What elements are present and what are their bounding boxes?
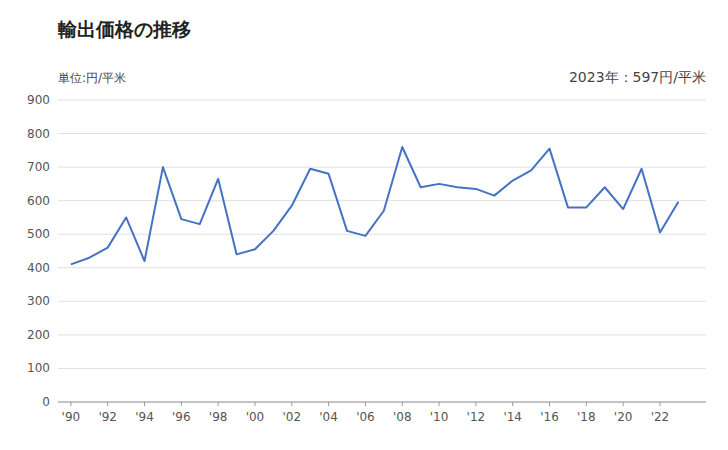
- x-tick-label: '06: [356, 410, 375, 424]
- annotation: 2023年：597円/平米: [569, 69, 706, 85]
- y-tick-label: 900: [27, 93, 50, 107]
- y-tick-label: 300: [27, 294, 50, 308]
- y-tick-label: 0: [42, 395, 50, 409]
- x-tick: [659, 402, 660, 406]
- x-tick-label: '22: [651, 410, 670, 424]
- grid-line: [58, 167, 706, 168]
- x-tick-label: '94: [135, 410, 154, 424]
- x-tick-label: '00: [246, 410, 265, 424]
- x-tick-label: '04: [319, 410, 338, 424]
- x-tick: [549, 402, 550, 406]
- x-tick: [181, 402, 182, 406]
- grid-line: [58, 100, 706, 101]
- grid-line: [58, 301, 706, 302]
- x-tick-label: '18: [577, 410, 596, 424]
- x-tick-label: '08: [393, 410, 412, 424]
- x-tick: [512, 402, 513, 406]
- x-tick-label: '12: [467, 410, 486, 424]
- y-tick-label: 500: [27, 227, 50, 241]
- grid-line: [58, 402, 706, 403]
- x-tick-label: '10: [430, 410, 449, 424]
- x-tick-label: '92: [98, 410, 117, 424]
- x-tick: [623, 402, 624, 406]
- line: [71, 147, 679, 264]
- x-tick: [107, 402, 108, 406]
- x-tick-label: '02: [283, 410, 302, 424]
- grid: [58, 100, 706, 402]
- data-layer: [71, 147, 679, 264]
- x-tick-label: '90: [62, 410, 81, 424]
- x-tick-label: '14: [503, 410, 522, 424]
- x-tick: [218, 402, 219, 406]
- x-tick: [328, 402, 329, 406]
- y-tick-label: 400: [27, 261, 50, 275]
- x-tick-label: '96: [172, 410, 191, 424]
- x-tick: [254, 402, 255, 406]
- grid-line: [58, 267, 706, 268]
- y-tick-label: 200: [27, 328, 50, 342]
- x-tick: [475, 402, 476, 406]
- x-tick-label: '16: [540, 410, 559, 424]
- x-tick: [70, 402, 71, 406]
- y-tick-label: 800: [27, 127, 50, 141]
- grid-line: [58, 334, 706, 335]
- x-tick-label: '98: [209, 410, 228, 424]
- y-tick-label: 700: [27, 160, 50, 174]
- x-tick: [402, 402, 403, 406]
- grid-line: [58, 200, 706, 201]
- x-tick-label: '20: [614, 410, 633, 424]
- x-tick: [144, 402, 145, 406]
- y-tick-label: 100: [27, 361, 50, 375]
- grid-line: [58, 368, 706, 369]
- chart-container: 輸出価格の推移単位:円/平米 2023年：597円/平米 0 100 200 300 400…: [0, 0, 728, 450]
- x-tick: [365, 402, 366, 406]
- x-tick: [586, 402, 587, 406]
- title: 輸出価格の推移: [57, 18, 191, 40]
- x-tick: [439, 402, 440, 406]
- y-tick-label: 600: [27, 194, 50, 208]
- grid-line: [58, 133, 706, 134]
- x-tick: [291, 402, 292, 406]
- unit-label: 単位:円/平米: [58, 71, 126, 85]
- x-axis-line: [58, 402, 706, 403]
- chart-svg: 輸出価格の推移単位:円/平米 2023年：597円/平米 0 100 200 300 400…: [0, 0, 728, 450]
- grid-line: [58, 234, 706, 235]
